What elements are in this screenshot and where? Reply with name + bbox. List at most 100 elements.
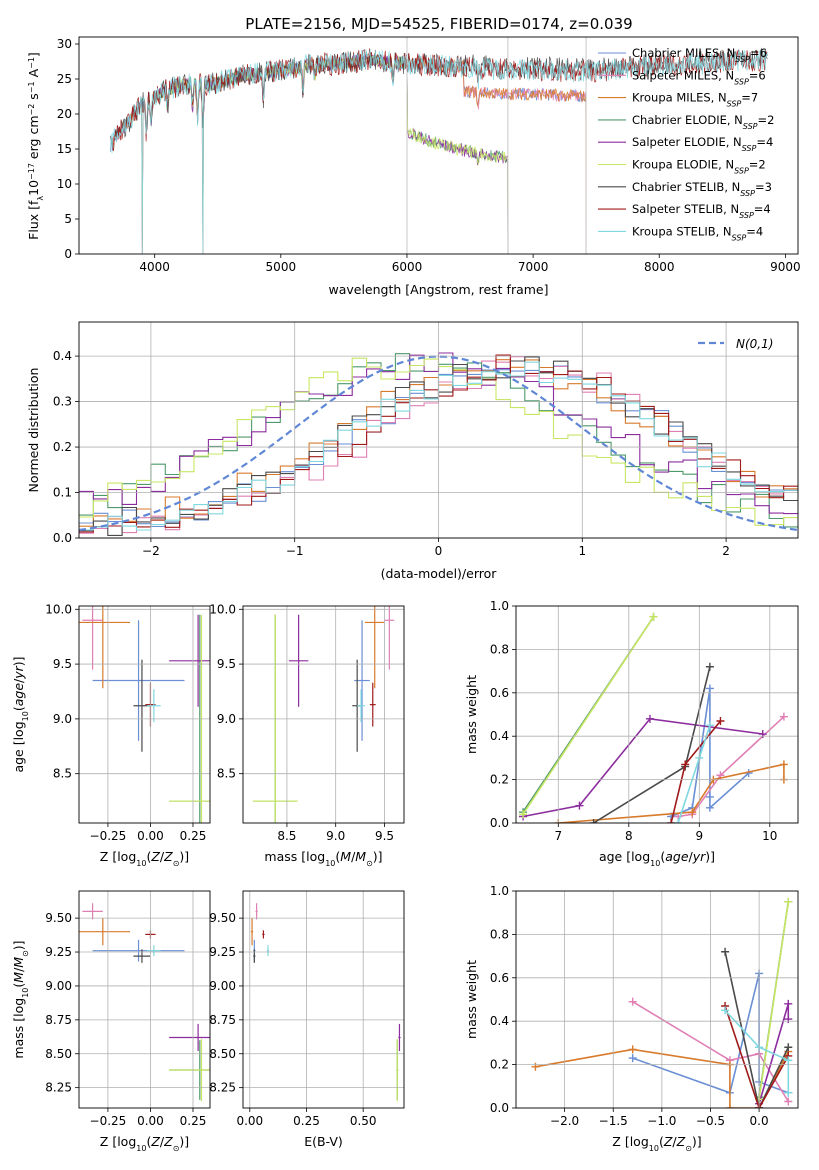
axes-frame <box>78 321 799 539</box>
weight-marker <box>784 1043 793 1052</box>
legend-entry: Chabrier STELIB, NSSP=3 <box>632 180 772 198</box>
errorbar-point-kroupa_miles <box>79 918 131 946</box>
x-tick-label: 9 <box>695 829 703 843</box>
errorbar-point-kroupa_miles <box>250 918 254 946</box>
x-axis-label: (data-model)/error <box>381 566 498 581</box>
weight-marker <box>705 792 714 801</box>
age-vs-z-chart: −0.25 0.00 0.25 8.5 9.0 9.5 10.0 Z [log10(Z/Z⊙)… <box>11 602 211 868</box>
legend-entry: Salpeter ELODIE, NSSP=4 <box>632 135 773 153</box>
y-tick-label: 0.6 <box>490 686 509 700</box>
errorbar-point-chabrier_stelib <box>133 949 151 963</box>
axes-frame <box>515 890 799 1109</box>
y-tick-label: 9.50 <box>209 911 236 925</box>
legend-entry: Kroupa MILES, NSSP=7 <box>632 91 758 109</box>
weight-line <box>724 1009 790 1093</box>
mass-vs-z-chart-plot-area <box>79 903 210 1102</box>
weight-marker <box>628 1054 637 1063</box>
y-tick-label: 9.0 <box>217 712 236 726</box>
y-tick-label: 8.75 <box>209 1013 236 1027</box>
x-axis-label: E(B-V) <box>304 1134 343 1149</box>
x-tick-label: 8 <box>625 829 633 843</box>
weight-marker <box>589 819 598 823</box>
legend-entry: Chabrier MILES, NSSP=6 <box>632 46 767 64</box>
errorbar-point-kroupa_miles <box>364 606 385 689</box>
weight-marker <box>531 1062 540 1071</box>
errorbar-point-kroupa_stelib <box>357 689 365 723</box>
errorbar-point-salpeter_miles <box>82 903 103 920</box>
y-tick-label: 0.2 <box>490 1058 509 1072</box>
legend-entry: Kroupa ELODIE, NSSP=2 <box>632 158 766 176</box>
y-axis-label: mass [log10(M/M⊙)] <box>11 940 30 1058</box>
x-tick-label: −0.25 <box>90 1114 127 1128</box>
spectrum-chart-plot-area <box>110 47 768 254</box>
errorbar-point-kroupa_stelib <box>266 945 270 957</box>
y-tick-label: 15 <box>57 142 72 156</box>
x-tick-label: −1.0 <box>647 1114 676 1128</box>
weight-line <box>522 717 763 818</box>
y-tick-label: 5 <box>64 212 72 226</box>
errorbar-point-chabrier_stelib <box>253 949 256 963</box>
legend-entry: Kroupa STELIB, NSSP=4 <box>632 224 763 242</box>
weight-line <box>677 716 785 818</box>
x-axis-label: mass [log10(M/M⊙)] <box>264 849 382 868</box>
y-tick-label: 1.0 <box>490 884 509 898</box>
errorbar-point-salpeter_elodie <box>169 1023 210 1052</box>
y-tick-label: 25 <box>57 72 72 86</box>
weight-vs-age-chart: 7 8 9 10 0.0 0.2 0.4 0.6 0.8 1.0 age [log10(age/yr… <box>464 599 799 868</box>
weight-marker <box>784 999 793 1008</box>
x-tick-label: 6000 <box>392 260 423 274</box>
x-tick-label: 0.00 <box>137 1114 164 1128</box>
weight-line <box>724 1005 789 1108</box>
errorbar-point-salpeter_miles <box>82 606 103 670</box>
y-tick-label: 0.6 <box>490 971 509 985</box>
errorbar-point-kroupa_stelib <box>147 945 161 957</box>
weight-marker <box>779 760 788 769</box>
y-tick-label: 0.3 <box>53 395 72 409</box>
axes-frame <box>242 890 405 1109</box>
weight-marker <box>705 662 714 671</box>
residuals-chart: −2 −1 0 1 2 0.0 0.1 0.2 0.3 0.4 N(0,1) (data-model)… <box>26 321 799 581</box>
weight-marker <box>628 997 637 1006</box>
weight-marker <box>779 712 788 721</box>
y-tick-label: 20 <box>57 107 72 121</box>
weight-marker <box>784 897 793 906</box>
mass-vs-ebv-chart: 0.00 0.25 0.50 8.25 8.50 8.75 9.00 9.25 9.50 E(B-… <box>209 890 405 1149</box>
y-tick-label: 8.5 <box>217 767 236 781</box>
weight-marker <box>649 612 658 621</box>
y-tick-label: 9.0 <box>53 712 72 726</box>
weight-marker <box>721 1006 730 1015</box>
age-vs-mass-chart-plot-area <box>252 606 395 823</box>
axes-frame <box>515 605 799 824</box>
weight-marker <box>628 1045 637 1054</box>
errorbar-point-salpeter_elodie <box>398 1023 401 1052</box>
y-tick-label: 10 <box>57 177 72 191</box>
weight-marker <box>784 1088 793 1097</box>
y-tick-label: 9.5 <box>217 657 236 671</box>
weight-marker <box>681 760 690 769</box>
legend-entry: N(0,1) <box>736 337 773 351</box>
weight-line <box>724 951 790 1108</box>
y-axis-label: mass weight <box>464 960 479 1039</box>
errorbar-point-salpeter_elodie <box>169 614 210 707</box>
x-tick-label: −1.5 <box>599 1114 628 1128</box>
x-tick-label: 0.00 <box>137 829 164 843</box>
x-axis-label: age [log10(age/yr)] <box>599 849 715 868</box>
y-tick-label: 10.0 <box>45 602 72 616</box>
weight-marker <box>688 808 697 817</box>
y-tick-label: 0.8 <box>490 927 509 941</box>
y-tick-label: 0.0 <box>53 531 72 545</box>
weight-marker <box>784 1015 793 1024</box>
axes-frame <box>78 36 799 255</box>
x-tick-label: −2.0 <box>550 1114 579 1128</box>
errorbar-point-kroupa_miles <box>79 606 131 689</box>
x-tick-label: 5000 <box>266 260 297 274</box>
legend-entry: Salpeter STELIB, NSSP=4 <box>632 202 771 220</box>
weight-marker <box>519 810 528 819</box>
age-vs-mass-chart: 8.5 9.0 9.5 8.5 9.0 9.5 10.0 mass [log10(M/M⊙)] <box>209 602 405 868</box>
x-tick-label: 0.25 <box>293 1114 320 1128</box>
figure-title: PLATE=2156, MJD=54525, FIBERID=0174, z=0… <box>245 15 632 33</box>
weight-marker <box>705 803 714 812</box>
x-tick-label: 9.0 <box>326 829 345 843</box>
y-axis-label: mass weight <box>464 675 479 754</box>
